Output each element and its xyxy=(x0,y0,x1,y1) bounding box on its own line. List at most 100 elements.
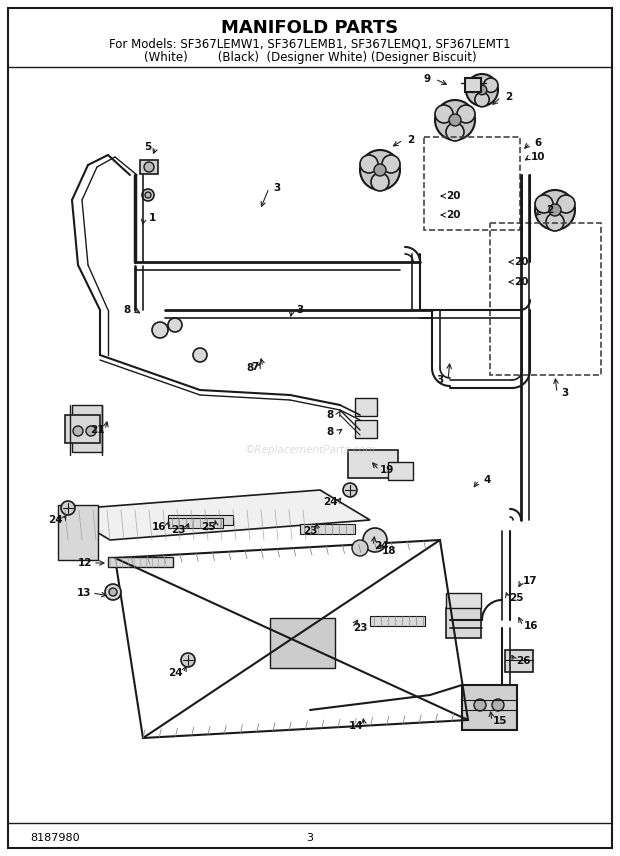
Circle shape xyxy=(382,155,400,173)
Text: 3: 3 xyxy=(561,388,569,398)
Circle shape xyxy=(546,213,564,231)
Bar xyxy=(72,430,102,452)
Circle shape xyxy=(466,78,480,92)
Text: 3: 3 xyxy=(273,183,281,193)
Text: 21: 21 xyxy=(90,425,104,435)
Text: 3: 3 xyxy=(296,305,304,315)
Text: 17: 17 xyxy=(523,576,538,586)
Circle shape xyxy=(371,173,389,191)
Circle shape xyxy=(449,114,461,126)
Text: 8187980: 8187980 xyxy=(30,833,79,843)
Circle shape xyxy=(193,348,207,362)
Circle shape xyxy=(484,78,498,92)
Circle shape xyxy=(152,322,168,338)
Text: 24: 24 xyxy=(322,497,337,507)
Text: ©ReplacementParts.com: ©ReplacementParts.com xyxy=(244,445,376,455)
Circle shape xyxy=(557,195,575,213)
Text: 18: 18 xyxy=(382,546,396,556)
Bar xyxy=(300,524,355,534)
Text: 25: 25 xyxy=(201,522,215,532)
Circle shape xyxy=(374,164,386,176)
Circle shape xyxy=(549,204,561,216)
Text: 20: 20 xyxy=(514,257,528,267)
Circle shape xyxy=(181,653,195,667)
Circle shape xyxy=(474,699,486,711)
Text: 15: 15 xyxy=(493,716,507,726)
Bar xyxy=(58,505,98,560)
Text: MANIFOLD PARTS: MANIFOLD PARTS xyxy=(221,19,399,37)
Circle shape xyxy=(145,192,151,198)
Circle shape xyxy=(475,92,489,107)
Bar xyxy=(462,685,517,730)
Text: 19: 19 xyxy=(380,465,394,475)
Bar xyxy=(168,518,223,528)
Text: 8: 8 xyxy=(326,410,334,420)
Text: 23: 23 xyxy=(170,525,185,535)
Bar xyxy=(168,515,233,525)
Text: 26: 26 xyxy=(516,656,530,666)
Text: 2: 2 xyxy=(505,92,513,102)
Bar xyxy=(505,650,533,672)
Circle shape xyxy=(535,190,575,230)
Text: 24: 24 xyxy=(48,515,63,525)
Text: 9: 9 xyxy=(423,74,430,84)
Text: 24: 24 xyxy=(167,668,182,678)
Text: (White)        (Black)  (Designer White) (Designer Biscuit): (White) (Black) (Designer White) (Design… xyxy=(144,51,476,63)
Text: 7: 7 xyxy=(251,362,259,372)
Text: 23: 23 xyxy=(353,623,367,633)
Circle shape xyxy=(168,318,182,332)
Text: 16: 16 xyxy=(152,522,166,532)
Text: 12: 12 xyxy=(78,558,92,568)
Text: For Models: SF367LEMW1, SF367LEMB1, SF367LEMQ1, SF367LEMT1: For Models: SF367LEMW1, SF367LEMB1, SF36… xyxy=(109,38,511,51)
Bar xyxy=(446,608,481,638)
Polygon shape xyxy=(60,490,370,540)
Bar xyxy=(388,462,413,480)
Bar xyxy=(490,223,601,375)
Circle shape xyxy=(144,162,154,172)
Text: 1: 1 xyxy=(148,213,156,223)
Circle shape xyxy=(535,195,553,213)
Bar xyxy=(355,398,377,416)
Text: 20: 20 xyxy=(446,210,460,220)
Bar xyxy=(270,618,335,668)
Text: 14: 14 xyxy=(348,721,363,731)
Circle shape xyxy=(363,528,387,552)
Circle shape xyxy=(343,483,357,497)
Text: 8: 8 xyxy=(326,427,334,437)
Bar xyxy=(446,593,481,608)
Text: 3: 3 xyxy=(436,375,444,385)
Bar xyxy=(65,415,100,443)
Circle shape xyxy=(477,86,487,95)
Text: 5: 5 xyxy=(144,142,152,152)
Text: 2: 2 xyxy=(546,205,554,215)
Text: 20: 20 xyxy=(514,277,528,287)
Bar xyxy=(108,557,173,567)
Circle shape xyxy=(360,150,400,190)
Circle shape xyxy=(435,100,475,140)
Circle shape xyxy=(457,105,475,123)
Circle shape xyxy=(492,699,504,711)
Circle shape xyxy=(352,540,368,556)
Text: 20: 20 xyxy=(446,191,460,201)
Text: 13: 13 xyxy=(77,588,91,598)
Bar xyxy=(370,616,425,626)
Text: 2: 2 xyxy=(407,135,415,145)
Text: 3: 3 xyxy=(306,833,314,843)
Text: 10: 10 xyxy=(531,152,545,162)
Circle shape xyxy=(360,155,378,173)
Bar xyxy=(72,405,102,427)
Circle shape xyxy=(109,588,117,596)
Text: 25: 25 xyxy=(509,593,523,603)
Circle shape xyxy=(86,426,96,436)
Text: 8: 8 xyxy=(123,305,131,315)
Text: 23: 23 xyxy=(303,526,317,536)
Circle shape xyxy=(435,105,453,123)
Circle shape xyxy=(466,74,498,106)
Circle shape xyxy=(105,584,121,600)
Bar xyxy=(355,420,377,438)
Text: 6: 6 xyxy=(534,138,542,148)
Circle shape xyxy=(446,123,464,141)
Circle shape xyxy=(73,426,83,436)
Text: 24: 24 xyxy=(374,541,388,551)
Text: 16: 16 xyxy=(524,621,538,631)
